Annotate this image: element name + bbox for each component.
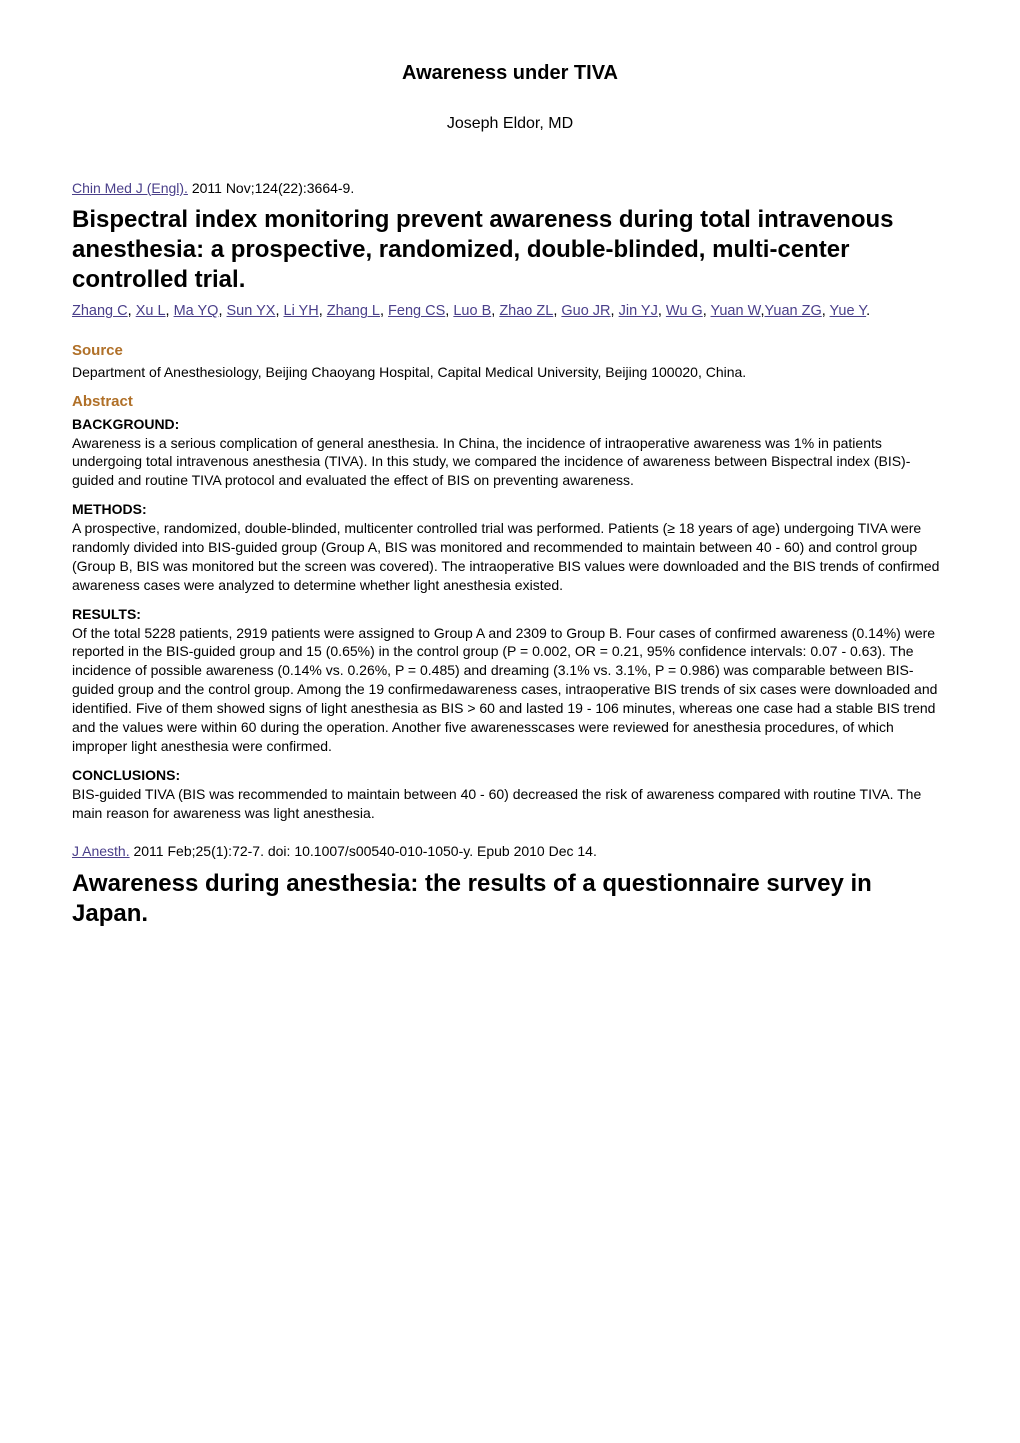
journal-link[interactable]: Chin Med J (Engl).	[72, 180, 188, 196]
citation-tail: 2011 Nov;124(22):3664-9.	[188, 180, 354, 196]
abstract-label: Abstract	[72, 392, 948, 412]
author-link[interactable]: Zhang C	[72, 303, 128, 319]
author-link[interactable]: Yuan ZG	[765, 303, 822, 319]
author-line: Joseph Eldor, MD	[72, 113, 948, 135]
journal-reference: J Anesth. 2011 Feb;25(1):72-7. doi: 10.1…	[72, 842, 948, 861]
author-list: Zhang C, Xu L, Ma YQ, Sun YX, Li YH, Zha…	[72, 301, 948, 323]
source-label: Source	[72, 341, 948, 361]
article-block-1: Chin Med J (Engl). 2011 Nov;124(22):3664…	[72, 179, 948, 823]
methods-heading: METHODS:	[72, 500, 948, 519]
author-link[interactable]: Sun YX	[227, 303, 276, 319]
methods-body: A prospective, randomized, double-blinde…	[72, 519, 948, 595]
author-link[interactable]: Luo B	[453, 303, 491, 319]
article-title: Awareness during anesthesia: the results…	[72, 869, 948, 929]
results-heading: RESULTS:	[72, 605, 948, 624]
author-link[interactable]: Yue Y	[830, 303, 867, 319]
journal-link[interactable]: J Anesth.	[72, 843, 130, 859]
author-link[interactable]: Guo JR	[561, 303, 610, 319]
background-heading: BACKGROUND:	[72, 415, 948, 434]
author-link[interactable]: Zhao ZL	[499, 303, 553, 319]
background-body: Awareness is a serious complication of g…	[72, 434, 948, 491]
author-link[interactable]: Feng CS	[388, 303, 445, 319]
results-body: Of the total 5228 patients, 2919 patient…	[72, 624, 948, 756]
author-link[interactable]: Xu L	[136, 303, 166, 319]
article-title: Bispectral index monitoring prevent awar…	[72, 205, 948, 295]
author-link[interactable]: Wu G	[666, 303, 703, 319]
author-link[interactable]: Zhang L	[327, 303, 380, 319]
author-link[interactable]: Jin YJ	[619, 303, 658, 319]
page-title: Awareness under TIVA	[72, 60, 948, 87]
author-link[interactable]: Li YH	[284, 303, 319, 319]
author-link[interactable]: Yuan W	[711, 303, 761, 319]
article-block-2: J Anesth. 2011 Feb;25(1):72-7. doi: 10.1…	[72, 842, 948, 929]
conclusions-body: BIS-guided TIVA (BIS was recommended to …	[72, 785, 948, 823]
conclusions-heading: CONCLUSIONS:	[72, 766, 948, 785]
citation-tail: 2011 Feb;25(1):72-7. doi: 10.1007/s00540…	[130, 843, 597, 859]
author-link[interactable]: Ma YQ	[174, 303, 219, 319]
journal-reference: Chin Med J (Engl). 2011 Nov;124(22):3664…	[72, 179, 948, 198]
source-body: Department of Anesthesiology, Beijing Ch…	[72, 363, 948, 382]
